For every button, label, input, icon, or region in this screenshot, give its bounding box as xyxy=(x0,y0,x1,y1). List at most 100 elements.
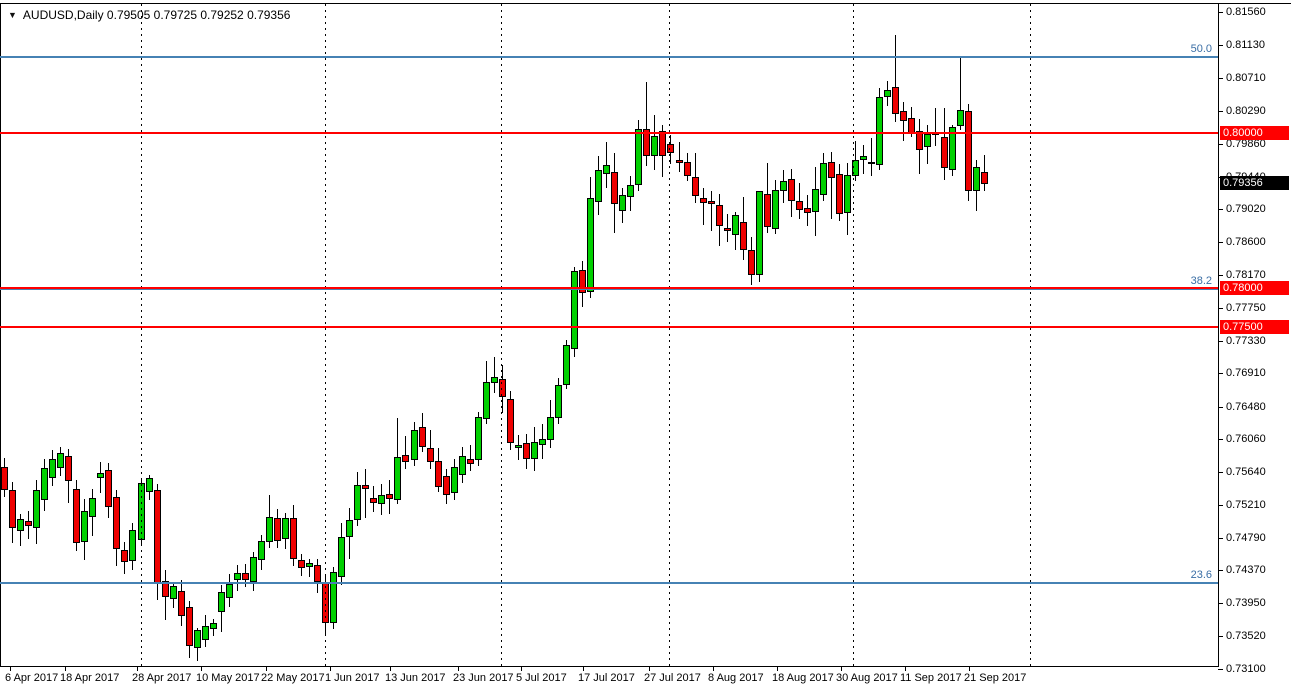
candle-body-bull xyxy=(17,519,24,531)
candle-body-bull xyxy=(651,136,658,156)
date-axis-label: 30 Aug 2017 xyxy=(836,672,898,684)
price-axis-label: 0.74790 xyxy=(1226,532,1266,544)
fib-line-38.2 xyxy=(0,288,1218,290)
date-axis-tick xyxy=(905,666,906,671)
price-axis-tick xyxy=(1218,12,1223,13)
candle-body-bear xyxy=(965,111,972,191)
date-axis-label: 27 Jul 2017 xyxy=(644,672,701,684)
date-axis-tick xyxy=(390,666,391,671)
date-axis-label: 6 Apr 2017 xyxy=(5,672,59,684)
candle-body-bull xyxy=(89,498,96,517)
price-axis-tick xyxy=(1218,636,1223,637)
candle-body-bull xyxy=(820,163,827,195)
candle-body-bull xyxy=(194,630,201,648)
date-axis-label: 1 Jun 2017 xyxy=(325,672,380,684)
candle-body-bear xyxy=(700,198,707,203)
candle-body-bear xyxy=(65,456,72,481)
candle-body-bear xyxy=(788,179,795,201)
date-axis-tick xyxy=(458,666,459,671)
candle-body-bear xyxy=(868,162,875,164)
candle-body-bear xyxy=(523,443,530,459)
candle-body-bear xyxy=(916,131,923,150)
candle-body-bull xyxy=(603,165,610,174)
candle-body-bull xyxy=(97,473,104,478)
candle-body-bull xyxy=(619,195,626,211)
date-axis-tick xyxy=(713,666,714,671)
candle-wick xyxy=(679,142,680,172)
grid-line-vertical xyxy=(1030,4,1031,666)
date-axis-tick xyxy=(649,666,650,671)
candle-body-bear xyxy=(796,201,803,210)
candle-wick xyxy=(935,108,936,146)
chart-plot-area[interactable] xyxy=(0,4,1218,666)
candle-body-bear xyxy=(113,497,120,549)
candle-body-bull xyxy=(924,134,931,147)
candle-body-bull xyxy=(876,97,883,165)
date-axis-label: 5 Jul 2017 xyxy=(516,672,567,684)
price-level-line xyxy=(0,287,1218,289)
candle-body-bull xyxy=(210,623,217,629)
date-axis-label: 28 Apr 2017 xyxy=(132,672,192,684)
price-axis-tick xyxy=(1218,111,1223,112)
candle-body-bear xyxy=(748,250,755,275)
candle-body-bear xyxy=(708,201,715,204)
candle-body-bull xyxy=(394,457,401,500)
fib-label-50.0: 50.0 xyxy=(1190,43,1212,55)
candle-wick xyxy=(895,35,896,122)
date-axis-tick xyxy=(777,666,778,671)
candle-body-bull xyxy=(957,110,964,126)
price-axis-label: 0.81130 xyxy=(1226,39,1265,51)
date-axis-tick xyxy=(10,666,11,671)
plot-left-border xyxy=(0,3,1,667)
price-axis-tick xyxy=(1218,373,1223,374)
price-axis-label: 0.74370 xyxy=(1226,564,1266,576)
candle-body-bear xyxy=(836,174,843,214)
price-axis-tick xyxy=(1218,505,1223,506)
candle-body-bear xyxy=(804,208,811,213)
candle-body-bull xyxy=(844,175,851,213)
date-axis-tick xyxy=(266,666,267,671)
grid-line-vertical xyxy=(325,4,326,666)
candle-body-bear xyxy=(419,427,426,447)
price-axis-tick xyxy=(1218,341,1223,342)
candle-body-bull xyxy=(258,541,265,560)
candle-body-bear xyxy=(659,131,666,156)
candle-wick xyxy=(470,445,471,471)
price-axis-label: 0.80710 xyxy=(1226,72,1266,84)
candle-wick xyxy=(960,56,961,130)
candle-body-bull xyxy=(884,90,891,97)
candle-body-bear xyxy=(435,461,442,487)
symbol-dropdown-icon[interactable]: ▼ xyxy=(8,10,17,20)
price-axis-label: 0.79020 xyxy=(1226,203,1266,215)
chart-title: AUDUSD,Daily 0.79505 0.79725 0.79252 0.7… xyxy=(22,8,291,22)
candle-wick xyxy=(494,357,495,393)
candle-body-bear xyxy=(684,162,691,176)
price-axis-label: 0.75640 xyxy=(1226,466,1266,478)
candle-body-bear xyxy=(740,222,747,250)
candle-body-bull xyxy=(57,453,64,468)
candle-body-bear xyxy=(242,573,249,580)
candle-body-bull xyxy=(459,456,466,475)
candle-body-bear xyxy=(676,160,683,163)
candle-body-bull xyxy=(266,517,273,542)
candle-body-bull xyxy=(81,511,88,542)
price-axis-label: 0.80290 xyxy=(1226,105,1266,117)
price-axis-label: 0.76480 xyxy=(1226,401,1266,413)
candle-wick xyxy=(871,138,872,176)
candle-body-bull xyxy=(346,520,353,537)
candle-body-bull xyxy=(563,345,570,385)
candle-body-bull xyxy=(170,586,177,599)
candle-body-bull xyxy=(129,530,136,561)
price-level-line xyxy=(0,132,1218,134)
candle-wick xyxy=(903,102,904,141)
price-axis-label: 0.73520 xyxy=(1226,630,1266,642)
candle-body-bear xyxy=(981,172,988,184)
date-axis-tick xyxy=(521,666,522,671)
price-axis-tick xyxy=(1218,45,1223,46)
candle-body-bull xyxy=(226,584,233,598)
date-axis-label: 23 Jun 2017 xyxy=(453,672,514,684)
candle-body-bull xyxy=(378,495,385,504)
candle-body-bull xyxy=(555,385,562,418)
candle-body-bear xyxy=(828,162,835,178)
candle-body-bull xyxy=(860,156,867,160)
